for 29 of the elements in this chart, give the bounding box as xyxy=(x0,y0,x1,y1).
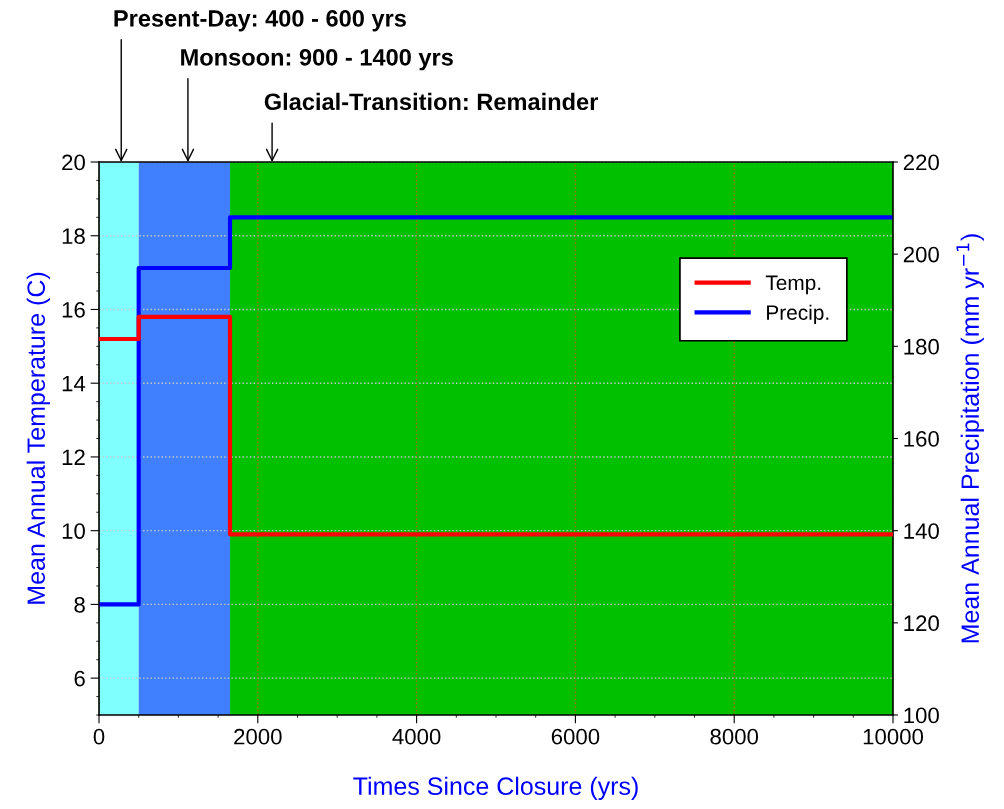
x-tick-label: 2000 xyxy=(234,728,282,745)
y2-tick-label: 120 xyxy=(904,615,939,632)
y2-tick-label: 220 xyxy=(903,154,939,171)
y-tick-label: 12 xyxy=(62,449,85,465)
y-tick-label: 6 xyxy=(74,670,85,687)
y-tick-label: 10 xyxy=(62,523,85,539)
y-tick-label: 14 xyxy=(62,375,86,392)
y2-tick-label: 140 xyxy=(904,523,939,539)
x-tick-label: 0 xyxy=(93,728,105,745)
y2-tick-label: 200 xyxy=(903,246,939,263)
y-tick-label: 18 xyxy=(62,228,85,244)
legend-label: Precip. xyxy=(767,304,829,325)
y2-axis-title: Mean Annual Precipitation (mm yr$^{−1}$) xyxy=(956,234,984,643)
x-axis-title: Times Since Closure (yrs) xyxy=(353,776,638,800)
annotation: Monsoon: 900 - 1400 yrs xyxy=(181,48,453,71)
legend-label: Temp. xyxy=(765,275,821,295)
annotation: Glacial-Transition: Remainder xyxy=(264,92,598,111)
x-tick-label: 10000 xyxy=(863,728,924,745)
x-tick-label: 4000 xyxy=(392,728,441,745)
x-tick-label: 8000 xyxy=(710,728,759,745)
y2-tick-label: 180 xyxy=(904,338,939,355)
y-tick-label: 8 xyxy=(74,596,85,613)
y-tick-label: 16 xyxy=(62,302,85,318)
y2-tick-label: 100 xyxy=(904,707,939,724)
x-tick-label: 6000 xyxy=(551,728,600,745)
y-axis-title: Mean Annual Temperature (C) xyxy=(26,272,50,604)
y-tick-label: 20 xyxy=(62,154,85,171)
y2-tick-label: 160 xyxy=(904,431,939,447)
annotation: Present-Day: 400 - 600 yrs xyxy=(114,10,406,32)
